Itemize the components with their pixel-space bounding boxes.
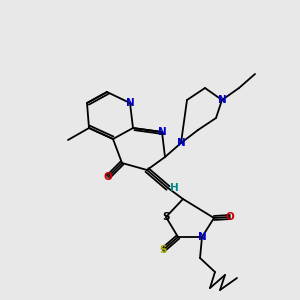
- Text: O: O: [103, 172, 112, 182]
- Text: S: S: [159, 245, 167, 255]
- Text: N: N: [218, 95, 226, 105]
- Text: N: N: [198, 232, 206, 242]
- Text: N: N: [177, 138, 185, 148]
- Text: O: O: [226, 212, 234, 222]
- Text: S: S: [162, 212, 170, 222]
- Text: N: N: [158, 127, 166, 137]
- Text: N: N: [126, 98, 134, 108]
- Text: H: H: [169, 183, 178, 193]
